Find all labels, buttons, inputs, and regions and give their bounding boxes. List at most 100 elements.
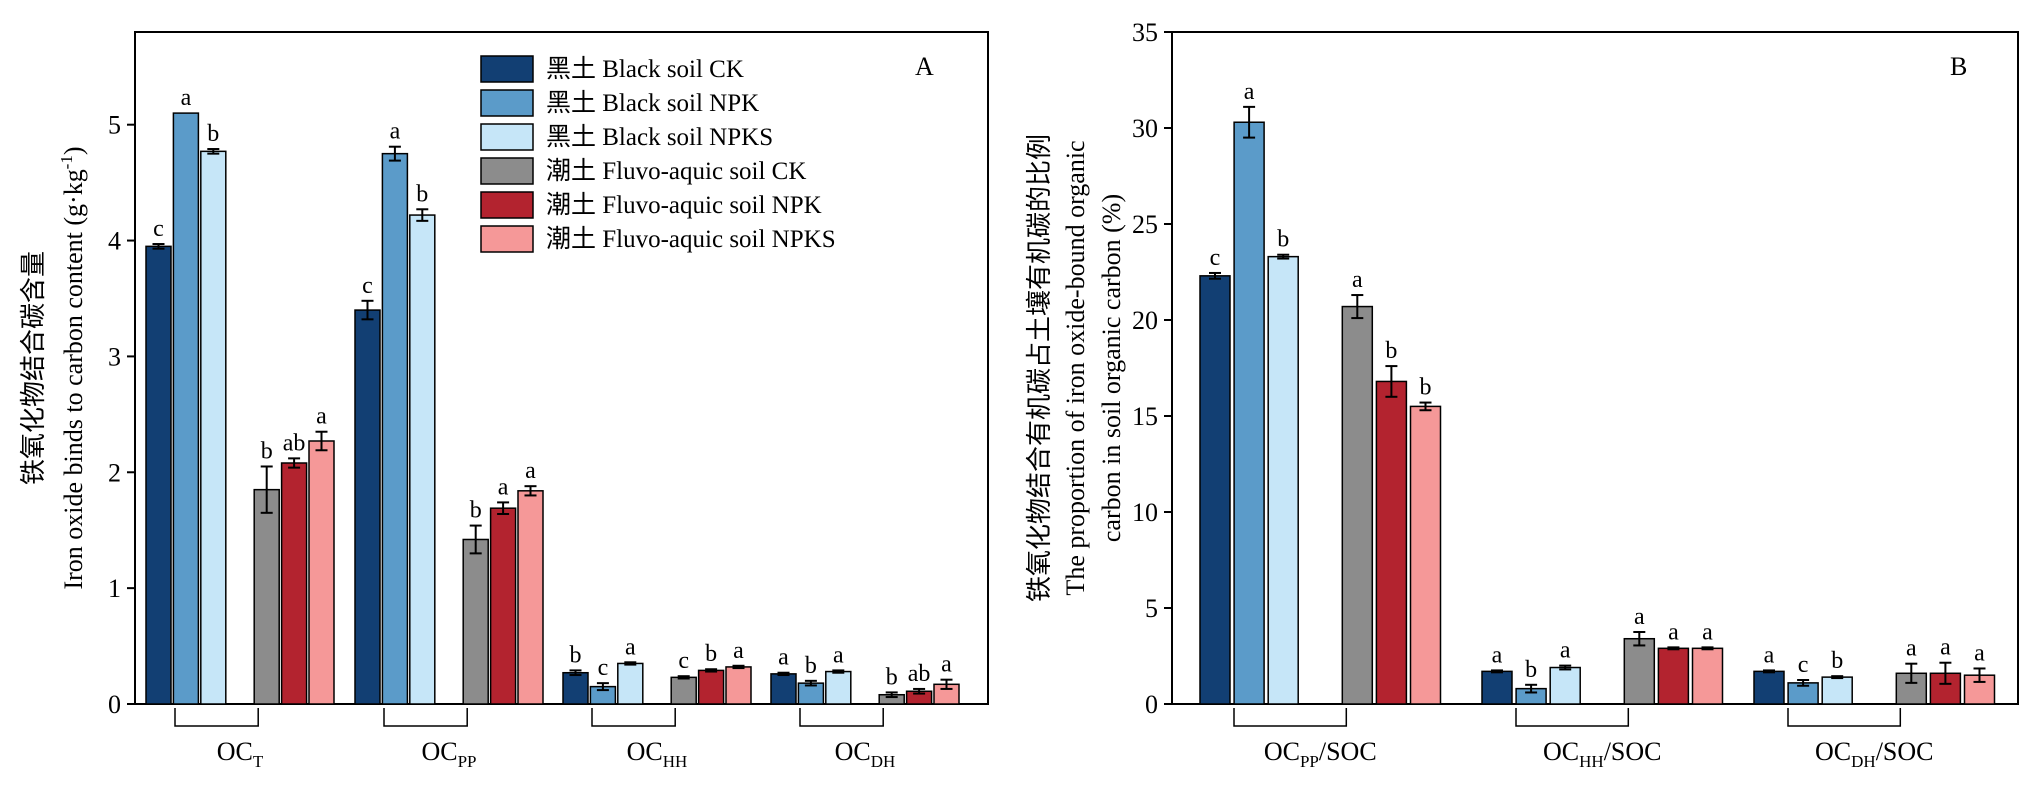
bar	[617, 662, 644, 705]
panel-b-label: B	[1950, 52, 1967, 81]
significance-letter: b	[1420, 375, 1432, 401]
significance-letter: a	[941, 652, 952, 678]
significance-letter: a	[525, 458, 536, 484]
significance-letter: a	[1634, 604, 1645, 630]
y-tick-label-b: 10	[1132, 498, 1158, 527]
y-tick-label-a: 2	[108, 458, 121, 487]
significance-letter: a	[181, 85, 192, 111]
significance-letter: b	[1831, 648, 1843, 674]
bar	[725, 666, 752, 705]
category-label: OCHH	[627, 737, 688, 771]
group-bracket	[1233, 708, 1348, 727]
panel-b-ylabel-en-1: The proportion of iron oxide-bound organ…	[1061, 140, 1090, 595]
y-tick-label-b: 5	[1145, 594, 1158, 623]
legend-swatch	[480, 191, 534, 219]
significance-letter: a	[1974, 640, 1985, 666]
bar	[200, 150, 227, 705]
significance-letter: c	[1210, 245, 1221, 271]
category-label-sub: DH	[871, 752, 896, 771]
bar	[253, 488, 280, 705]
significance-letter: a	[625, 634, 636, 660]
category-label-base: OC	[421, 737, 457, 766]
significance-letter: c	[153, 216, 164, 242]
category-label-suffix: /SOC	[1876, 737, 1934, 766]
bar	[1691, 647, 1724, 705]
y-tick-label-a: 3	[108, 342, 121, 371]
significance-letter: a	[1764, 642, 1775, 668]
significance-letter: a	[1492, 642, 1503, 668]
legend-swatch	[480, 123, 534, 151]
bar	[172, 112, 200, 705]
bar	[462, 538, 489, 705]
category-label-base: OC	[835, 737, 871, 766]
category-label-sub: PP	[458, 752, 477, 771]
group-bracket	[591, 708, 676, 727]
panel-a-label: A	[915, 52, 934, 81]
category-label: OCPP	[421, 737, 476, 771]
category-label-sub: T	[253, 752, 264, 771]
bar	[1821, 676, 1853, 705]
bar	[1375, 380, 1408, 705]
group-bracket	[383, 708, 468, 727]
significance-letter: c	[678, 648, 689, 674]
significance-letter: b	[207, 121, 219, 147]
bar	[670, 676, 697, 705]
bar	[308, 440, 335, 705]
y-tick-label-a: 1	[108, 574, 121, 603]
significance-letter: a	[778, 645, 789, 671]
legend-label: 黑土 Black soil NPKS	[546, 123, 773, 151]
y-tick-label-b: 25	[1132, 210, 1158, 239]
legend-swatch	[480, 225, 534, 253]
significance-letter: b	[470, 498, 482, 524]
bar	[145, 245, 172, 705]
legend-swatch	[480, 157, 534, 185]
bar	[354, 309, 381, 705]
y-tick-label-b: 35	[1132, 18, 1158, 47]
legend-label: 潮土 Fluvo-aquic soil NPK	[546, 191, 822, 219]
significance-letter: a	[1702, 619, 1713, 645]
category-label-sub: HH	[663, 752, 688, 771]
panel-a-ylabel-en-main: Iron oxide binds to carbon content (g·kg	[59, 169, 88, 589]
legend-label: 黑土 Black soil CK	[546, 55, 744, 83]
significance-letter: a	[498, 474, 509, 500]
bar	[1409, 405, 1442, 705]
group-bracket	[174, 708, 259, 727]
significance-letter: c	[362, 273, 373, 299]
significance-letter: b	[1525, 657, 1537, 683]
y-tick-label-b: 30	[1132, 114, 1158, 143]
bar	[1753, 670, 1785, 705]
legend-label: 黑土 Black soil NPK	[546, 89, 759, 117]
category-label: OCT	[217, 737, 264, 771]
y-tick-label-b: 20	[1132, 306, 1158, 335]
category-label: OCPP/SOC	[1264, 737, 1377, 771]
significance-letter: a	[1668, 619, 1679, 645]
category-label-suffix: /SOC	[1319, 737, 1377, 766]
significance-letter: a	[316, 404, 327, 430]
significance-letter: b	[1385, 338, 1397, 364]
significance-letter: a	[1244, 79, 1255, 105]
bar	[280, 462, 308, 705]
panel-a-ylabel-en: Iron oxide binds to carbon content (g·kg…	[57, 146, 88, 589]
bar	[1341, 305, 1374, 705]
significance-letter: a	[1940, 635, 1951, 661]
panel-b-ylabel-en-2: carbon in soil organic carbon (%)	[1097, 194, 1126, 542]
significance-letter: b	[805, 653, 817, 679]
bar	[562, 671, 589, 705]
significance-letter: b	[705, 641, 717, 667]
category-label-suffix: /SOC	[1604, 737, 1662, 766]
legend-label: 潮土 Fluvo-aquic soil CK	[546, 157, 806, 185]
category-label-sub: HH	[1579, 752, 1604, 771]
bar	[1481, 670, 1513, 705]
bar	[1267, 255, 1299, 705]
category-label-base: OC	[1264, 737, 1300, 766]
significance-letter: a	[1560, 638, 1571, 664]
panel-a-ylabel-en-close: )	[59, 146, 88, 155]
significance-letter: b	[886, 664, 898, 690]
bar	[517, 490, 544, 705]
panel-a-frame	[134, 31, 989, 705]
category-label-base: OC	[217, 737, 253, 766]
